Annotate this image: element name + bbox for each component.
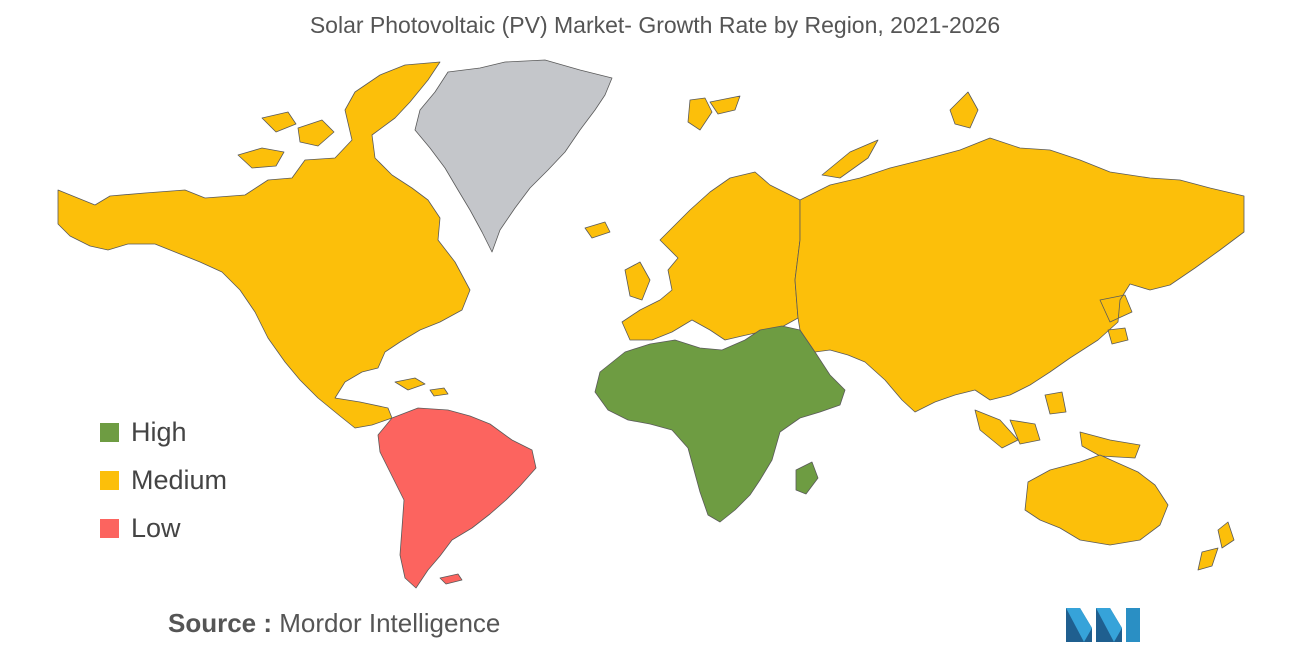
source-label: Source :: [168, 608, 273, 638]
region-north-america: [57, 61, 471, 429]
legend-label-low: Low: [131, 512, 181, 543]
legend-item-medium: Medium: [100, 456, 227, 504]
region-asia-pacific: [794, 91, 1245, 413]
region-greenland: [414, 59, 613, 253]
legend-swatch-high: [100, 422, 119, 442]
region-australia: [1024, 454, 1235, 571]
legend-item-low: Low: [100, 504, 227, 552]
source-text: Mordor Intelligence: [279, 608, 501, 638]
legend-swatch-low: [100, 518, 119, 538]
legend-item-high: High: [100, 408, 227, 456]
region-sea-islands: [974, 391, 1141, 459]
region-mea: [594, 325, 846, 523]
mordor-logo: [1066, 608, 1140, 642]
map-legend: High Medium Low: [100, 408, 227, 552]
map-title: Solar Photovoltaic (PV) Market- Growth R…: [309, 12, 1001, 38]
legend-label-medium: Medium: [131, 464, 228, 495]
region-canadian-islands: [237, 111, 335, 169]
region-south-america: [377, 407, 537, 589]
legend-swatch-medium: [100, 470, 119, 490]
source-line: Source : Mordor Intelligence: [168, 608, 500, 639]
region-europe: [584, 95, 801, 341]
legend-label-high: High: [131, 416, 187, 447]
region-caribbean: [394, 377, 449, 397]
